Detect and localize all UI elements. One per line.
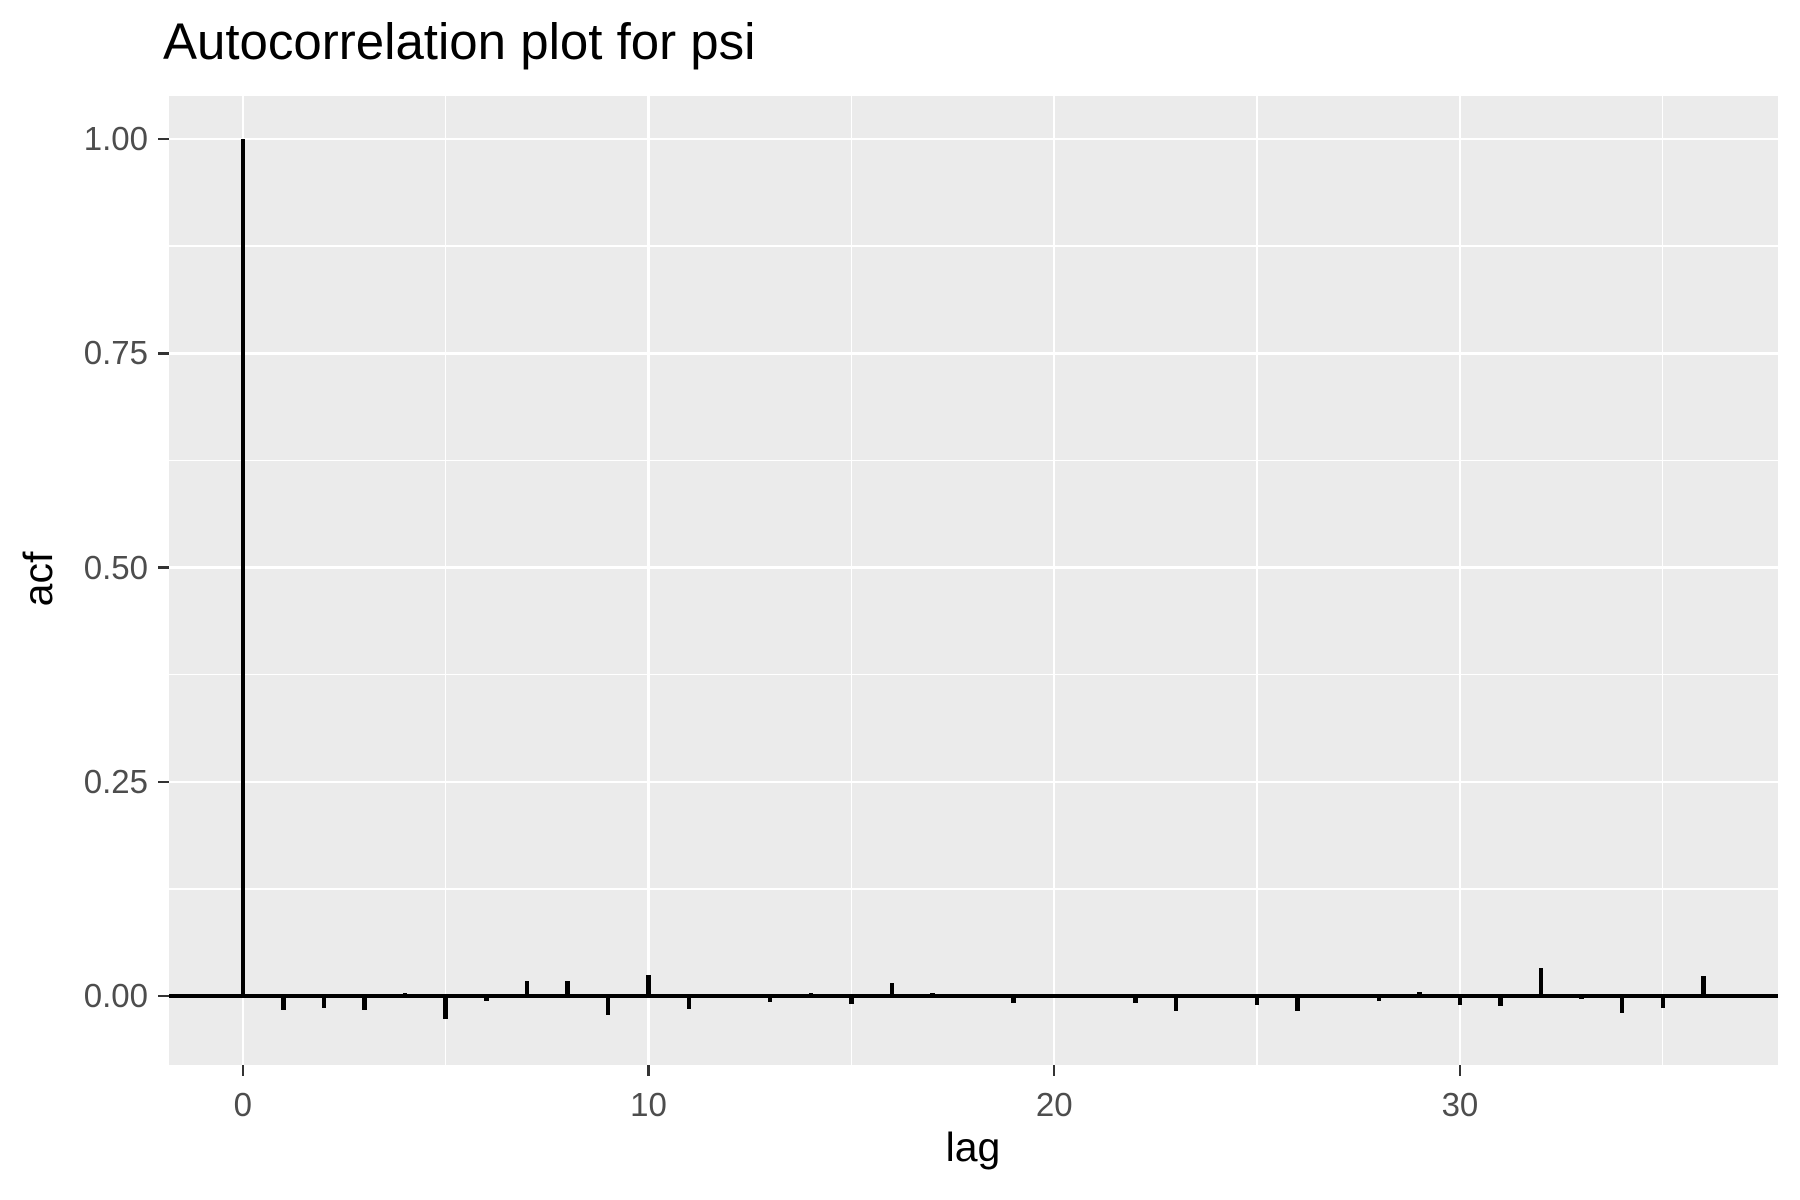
acf-bar-lag-31 bbox=[1498, 996, 1503, 1007]
acf-bar-lag-15 bbox=[849, 996, 854, 1004]
acf-bar-lag-34 bbox=[1619, 996, 1625, 1014]
y-tick-label: 1.00 bbox=[83, 120, 148, 158]
acf-bar-lag-19 bbox=[1011, 996, 1016, 1003]
x-axis-tick bbox=[241, 1065, 245, 1076]
acf-bar-lag-25 bbox=[1254, 996, 1260, 1006]
acf-bar-lag-8 bbox=[565, 980, 570, 996]
acf-bar-lag-16 bbox=[889, 983, 895, 996]
y-gridline-minor bbox=[169, 888, 1778, 890]
acf-bar-lag-0 bbox=[240, 139, 246, 996]
y-tick-label: 0.00 bbox=[83, 977, 148, 1014]
zero-line bbox=[169, 994, 1778, 998]
x-gridline-major bbox=[647, 96, 650, 1065]
y-tick-label: 0.25 bbox=[83, 762, 148, 800]
plot-panel bbox=[169, 96, 1778, 1065]
x-gridline-major bbox=[1052, 96, 1056, 1065]
x-axis-tick bbox=[1052, 1065, 1056, 1076]
x-gridline-major bbox=[1458, 96, 1462, 1065]
y-tick-label: 0.50 bbox=[83, 548, 148, 586]
y-gridline-major bbox=[169, 566, 1778, 569]
acf-bar-lag-1 bbox=[281, 996, 286, 1010]
acf-bar-lag-29 bbox=[1417, 991, 1422, 996]
y-tick-label: 0.75 bbox=[83, 334, 148, 372]
acf-bar-lag-5 bbox=[443, 996, 448, 1020]
y-gridline-major bbox=[169, 780, 1778, 783]
x-gridline-minor bbox=[1662, 96, 1664, 1065]
acf-bar-lag-26 bbox=[1295, 996, 1300, 1011]
acf-bar-lag-35 bbox=[1660, 996, 1666, 1008]
y-axis-tick bbox=[158, 994, 169, 998]
y-axis-tick bbox=[158, 780, 169, 783]
acf-bar-lag-9 bbox=[605, 996, 611, 1015]
x-axis-tick bbox=[1458, 1065, 1462, 1076]
acf-bar-lag-2 bbox=[321, 996, 327, 1008]
y-gridline-major bbox=[169, 137, 1778, 141]
y-gridline-minor bbox=[169, 245, 1778, 247]
x-tick-label: 20 bbox=[1035, 1086, 1073, 1123]
y-gridline-minor bbox=[169, 459, 1778, 462]
chart-title: Autocorrelation plot for psi bbox=[163, 13, 756, 70]
y-gridline-major bbox=[169, 352, 1778, 355]
acf-bar-lag-10 bbox=[646, 974, 651, 996]
x-axis-tick bbox=[647, 1065, 650, 1076]
acf-bar-lag-23 bbox=[1173, 996, 1179, 1011]
x-tick-label: 30 bbox=[1441, 1086, 1479, 1123]
acf-bar-lag-32 bbox=[1538, 967, 1544, 996]
acf-bar-lag-13 bbox=[767, 996, 773, 1002]
y-gridline-minor bbox=[169, 673, 1778, 676]
x-tick-label: 10 bbox=[630, 1086, 667, 1123]
acf-bar-lag-11 bbox=[686, 996, 692, 1009]
y-axis-tick bbox=[158, 137, 169, 141]
x-gridline-minor bbox=[850, 96, 853, 1065]
acf-bar-lag-22 bbox=[1133, 996, 1138, 1003]
acf-bar-lag-28 bbox=[1376, 996, 1382, 1002]
acf-bar-lag-36 bbox=[1701, 976, 1706, 996]
acf-bar-lag-3 bbox=[362, 996, 367, 1010]
acf-bar-lag-7 bbox=[524, 981, 530, 996]
acf-bar-lag-30 bbox=[1457, 996, 1463, 1006]
x-axis-title: lag bbox=[945, 1124, 1001, 1170]
x-gridline-minor bbox=[1256, 96, 1258, 1065]
x-gridline-minor bbox=[445, 96, 447, 1065]
y-axis-tick bbox=[158, 352, 169, 355]
x-tick-label: 0 bbox=[233, 1086, 252, 1123]
y-axis-tick bbox=[158, 566, 169, 569]
acf-bar-lag-6 bbox=[484, 996, 489, 1002]
